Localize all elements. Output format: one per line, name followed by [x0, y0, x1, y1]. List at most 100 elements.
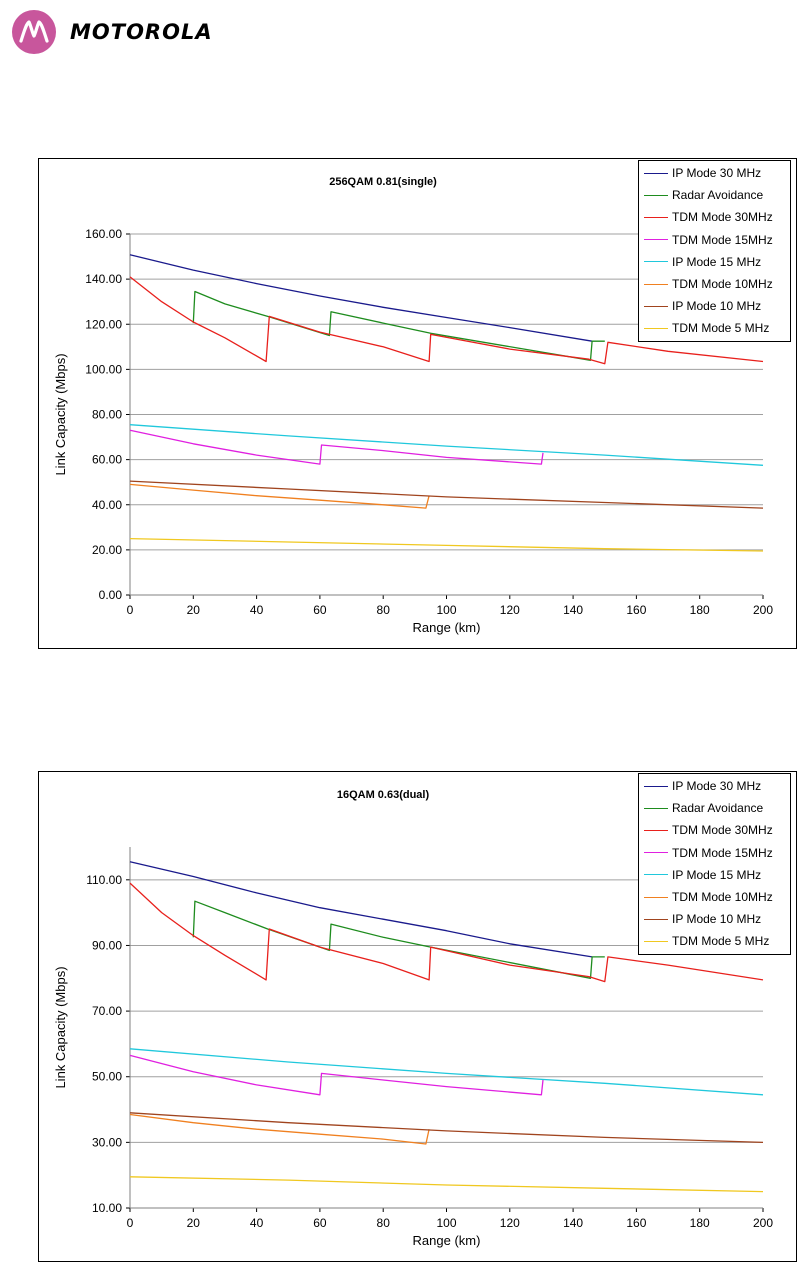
- legend-swatch: [644, 261, 668, 263]
- y-tick-label: 10.00: [92, 1201, 122, 1215]
- legend-swatch: [644, 172, 668, 174]
- x-axis-label: Range (km): [413, 620, 481, 635]
- series-line-ip-mode-30-mhz: [129, 254, 593, 342]
- x-tick-label: 200: [753, 1216, 773, 1230]
- legend-label: Radar Avoidance: [672, 801, 764, 816]
- legend-item: IP Mode 15 MHz: [639, 251, 790, 273]
- legend-label: TDM Mode 10MHz: [672, 890, 773, 905]
- legend-item: IP Mode 30 MHz: [639, 162, 790, 184]
- legend-item: TDM Mode 15MHz: [639, 229, 790, 251]
- legend-item: IP Mode 15 MHz: [639, 864, 790, 886]
- series-line-ip-mode-10-mhz: [129, 1112, 764, 1144]
- y-tick-label: 160.00: [85, 227, 122, 241]
- chart-title: 16QAM 0.63(dual): [337, 789, 430, 801]
- legend-label: TDM Mode 5 MHz: [672, 321, 770, 336]
- motorola-batwing-icon: [12, 10, 56, 54]
- series-line-tdm-mode-30mhz: [129, 882, 764, 983]
- x-tick-label: 120: [500, 603, 520, 617]
- legend-label: TDM Mode 30MHz: [672, 823, 773, 838]
- y-tick-label: 70.00: [92, 1004, 122, 1018]
- legend-label: TDM Mode 15MHz: [672, 232, 773, 247]
- y-tick-label: 110.00: [86, 873, 122, 887]
- legend-swatch: [644, 807, 668, 809]
- y-tick-label: 50.00: [92, 1070, 122, 1084]
- legend-label: IP Mode 15 MHz: [672, 254, 762, 269]
- legend-swatch: [644, 852, 668, 854]
- x-tick-label: 60: [313, 603, 327, 617]
- series-line-ip-mode-15-mhz: [129, 1048, 764, 1096]
- legend-item: Radar Avoidance: [639, 184, 790, 206]
- chart-legend: IP Mode 30 MHz Radar Avoidance TDM Mode 30…: [638, 773, 791, 955]
- x-tick-label: 160: [626, 1216, 646, 1230]
- x-tick-label: 0: [127, 603, 134, 617]
- x-tick-label: 100: [436, 603, 456, 617]
- y-tick-label: 20.00: [92, 543, 122, 557]
- legend-swatch: [644, 283, 668, 285]
- legend-item: TDM Mode 30MHz: [639, 206, 790, 228]
- legend-item: TDM Mode 5 MHz: [639, 317, 790, 339]
- legend-item: TDM Mode 10MHz: [639, 273, 790, 295]
- y-tick-label: 140.00: [85, 272, 122, 286]
- legend-label: TDM Mode 30MHz: [672, 210, 773, 225]
- x-tick-label: 0: [127, 1216, 134, 1230]
- y-axis-label: Link Capacity (Mbps): [53, 353, 68, 475]
- series-line-tdm-mode-5-mhz: [129, 1176, 764, 1193]
- legend-swatch: [644, 918, 668, 920]
- series-line-radar-avoidance: [192, 900, 605, 979]
- x-tick-label: 180: [690, 1216, 710, 1230]
- legend-item: TDM Mode 5 MHz: [639, 930, 790, 952]
- legend-swatch: [644, 829, 668, 831]
- legend-swatch: [644, 239, 668, 241]
- legend-label: IP Mode 10 MHz: [672, 299, 762, 314]
- series-line-ip-mode-15-mhz: [129, 424, 764, 466]
- legend-swatch: [644, 896, 668, 898]
- legend-swatch: [644, 785, 668, 787]
- legend-label: IP Mode 30 MHz: [672, 166, 762, 181]
- x-tick-label: 40: [250, 603, 264, 617]
- x-axis-label: Range (km): [413, 1233, 481, 1248]
- x-tick-label: 20: [187, 1216, 201, 1230]
- legend-item: TDM Mode 15MHz: [639, 842, 790, 864]
- series-line-tdm-mode-15mhz: [129, 1054, 544, 1096]
- legend-label: TDM Mode 15MHz: [672, 845, 773, 860]
- series-line-ip-mode-10-mhz: [129, 480, 764, 509]
- series-line-radar-avoidance: [192, 290, 605, 361]
- x-tick-label: 200: [753, 603, 773, 617]
- x-tick-label: 80: [377, 603, 391, 617]
- legend-label: TDM Mode 5 MHz: [672, 934, 770, 949]
- chart-16qam: 16QAM 0.63(dual) 10.00 30.00 50.00 70.00 90.0…: [38, 771, 797, 1262]
- y-tick-label: 80.00: [92, 408, 122, 422]
- chart-plot: 16QAM 0.63(dual) 10.00 30.00 50.00 70.00 90.0…: [53, 789, 773, 1248]
- series-line-tdm-mode-5-mhz: [129, 537, 764, 552]
- x-tick-label: 100: [436, 1216, 456, 1230]
- x-tick-label: 80: [377, 1216, 391, 1230]
- y-tick-label: 60.00: [92, 453, 122, 467]
- legend-swatch: [644, 940, 668, 942]
- legend-item: Radar Avoidance: [639, 797, 790, 819]
- y-tick-label: 90.00: [92, 938, 122, 952]
- x-tick-label: 160: [626, 603, 646, 617]
- legend-item: IP Mode 10 MHz: [639, 295, 790, 317]
- x-tick-label: 20: [187, 603, 201, 617]
- x-tick-label: 60: [313, 1216, 327, 1230]
- y-tick-label: 120.00: [85, 317, 122, 331]
- legend-label: Radar Avoidance: [672, 188, 764, 203]
- x-tick-label: 140: [563, 603, 583, 617]
- y-tick-label: 100.00: [85, 362, 122, 376]
- x-tick-label: 40: [250, 1216, 264, 1230]
- legend-label: IP Mode 30 MHz: [672, 779, 762, 794]
- legend-swatch: [644, 327, 668, 329]
- legend-swatch: [644, 194, 668, 196]
- y-tick-label: 40.00: [92, 498, 122, 512]
- legend-item: IP Mode 30 MHz: [639, 775, 790, 797]
- series-line-tdm-mode-10mhz: [129, 1113, 430, 1145]
- legend-label: TDM Mode 10MHz: [672, 277, 773, 292]
- y-axis-label: Link Capacity (Mbps): [53, 966, 68, 1088]
- legend-swatch: [644, 216, 668, 218]
- legend-item: TDM Mode 10MHz: [639, 886, 790, 908]
- brand-name: MOTOROLA: [70, 20, 213, 44]
- x-tick-label: 140: [563, 1216, 583, 1230]
- legend-item: IP Mode 10 MHz: [639, 908, 790, 930]
- header: MOTOROLA: [12, 8, 213, 56]
- legend-swatch: [644, 874, 668, 876]
